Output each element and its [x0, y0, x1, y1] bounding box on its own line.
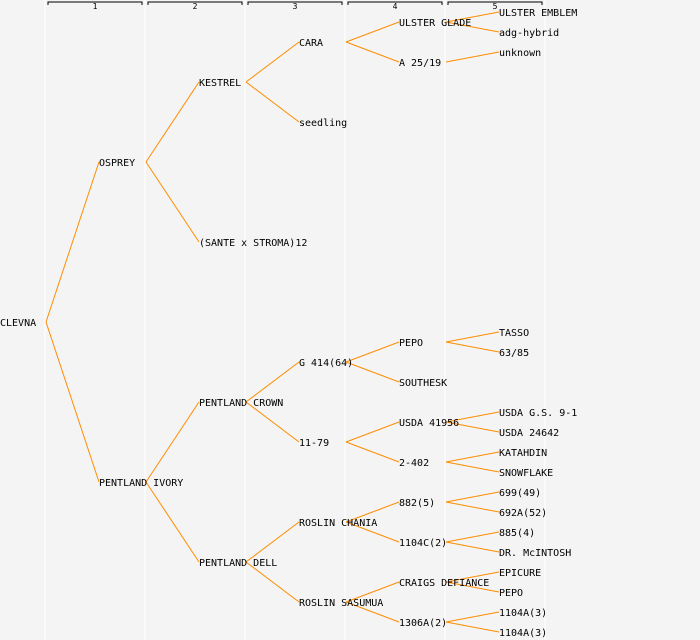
pedigree-node[interactable]: SNOWFLAKE — [499, 468, 553, 479]
pedigree-node[interactable]: ROSLIN SASUMUA — [299, 598, 383, 609]
pedigree-link — [245, 361, 300, 403]
pedigree-link — [445, 501, 500, 513]
generation-header: 3 — [293, 2, 298, 11]
pedigree-link — [445, 51, 500, 63]
pedigree-link — [445, 341, 500, 353]
pedigree-link — [445, 571, 500, 583]
pedigree-node[interactable]: KESTREL — [199, 78, 241, 89]
pedigree-link — [445, 21, 500, 33]
pedigree-node[interactable]: USDA G.S. 9-1 — [499, 408, 577, 419]
pedigree-link — [445, 531, 500, 543]
pedigree-link — [445, 611, 500, 623]
generation-bracket — [347, 1, 443, 5]
pedigree-node[interactable]: OSPREY — [99, 158, 135, 169]
pedigree-link — [345, 441, 400, 463]
pedigree-link — [445, 491, 500, 503]
pedigree-node[interactable]: 1104A(3) — [499, 608, 547, 619]
pedigree-link — [445, 621, 500, 633]
generation-bracket — [147, 1, 243, 5]
pedigree-link — [245, 561, 300, 603]
pedigree-node[interactable]: ULSTER GLADE — [399, 18, 471, 29]
pedigree-node[interactable]: TASSO — [499, 328, 529, 339]
generation-bracket — [247, 1, 343, 5]
generation-header: 5 — [493, 2, 498, 11]
pedigree-node[interactable]: PENTLAND IVORY — [99, 478, 183, 489]
pedigree-link — [445, 541, 500, 553]
generation-bracket — [47, 1, 143, 5]
pedigree-labels: CLEVNA OSPREY KESTREL CARA ULSTER GLADE ULSTE… — [0, 8, 577, 639]
pedigree-node[interactable]: PENTLAND DELL — [199, 558, 277, 569]
pedigree-node[interactable]: G 414(64) — [299, 358, 353, 369]
pedigree-link — [145, 401, 200, 483]
pedigree-node[interactable]: USDA 24642 — [499, 428, 559, 439]
pedigree-link — [445, 11, 500, 23]
generation-header: 2 — [193, 2, 198, 11]
pedigree-link — [245, 521, 300, 563]
pedigree-node[interactable]: PENTLAND CROWN — [199, 398, 283, 409]
pedigree-node[interactable]: 1306A(2) — [399, 618, 447, 629]
pedigree-node[interactable]: 885(4) — [499, 528, 535, 539]
pedigree-link — [445, 331, 500, 343]
pedigree-node[interactable]: USDA 41956 — [399, 418, 459, 429]
pedigree-link — [445, 451, 500, 463]
pedigree-node[interactable]: 63/85 — [499, 348, 529, 359]
pedigree-lines — [45, 11, 500, 633]
pedigree-link — [245, 401, 300, 443]
pedigree-node[interactable]: SOUTHESK — [399, 378, 447, 389]
pedigree-node[interactable]: 2-402 — [399, 458, 429, 469]
pedigree-link — [145, 81, 200, 163]
pedigree-node[interactable]: KATAHDIN — [499, 448, 547, 459]
pedigree-link — [245, 41, 300, 83]
generation-bracket — [447, 1, 543, 5]
pedigree-link — [345, 581, 400, 603]
pedigree-link — [445, 461, 500, 473]
pedigree-link — [345, 341, 400, 363]
pedigree-node[interactable]: EPICURE — [499, 568, 541, 579]
pedigree-node[interactable]: 1104C(2) — [399, 538, 447, 549]
pedigree-node[interactable]: 11-79 — [299, 438, 329, 449]
pedigree-link — [345, 521, 400, 543]
pedigree-node[interactable]: ULSTER EMBLEM — [499, 8, 577, 19]
pedigree-link — [445, 411, 500, 423]
pedigree-link — [345, 361, 400, 383]
pedigree-link — [145, 481, 200, 563]
pedigree-node[interactable]: 692A(52) — [499, 508, 547, 519]
pedigree-link — [345, 501, 400, 523]
pedigree-link — [345, 601, 400, 623]
generation-header: 4 — [393, 2, 398, 11]
pedigree-node[interactable]: DR. McINTOSH — [499, 548, 571, 559]
pedigree-link — [45, 321, 100, 483]
pedigree-node[interactable]: PEPO — [399, 338, 423, 349]
pedigree-link — [345, 421, 400, 443]
pedigree-link — [145, 161, 200, 243]
pedigree-node[interactable]: (SANTE x STROMA)12 — [199, 238, 307, 249]
pedigree-node[interactable]: CRAIGS DEFIANCE — [399, 578, 489, 589]
pedigree-link — [245, 81, 300, 123]
pedigree-link — [345, 41, 400, 63]
pedigree-link — [445, 421, 500, 433]
generation-columns: 1 2 3 4 5 — [44, 0, 546, 640]
pedigree-node[interactable]: adg-hybrid — [499, 28, 559, 39]
pedigree-node[interactable]: 1104A(3) — [499, 628, 547, 639]
pedigree-node[interactable]: PEPO — [499, 588, 523, 599]
pedigree-link — [45, 161, 100, 323]
pedigree-node[interactable]: 882(5) — [399, 498, 435, 509]
pedigree-node[interactable]: CLEVNA — [0, 318, 36, 329]
pedigree-link — [345, 21, 400, 43]
pedigree-node[interactable]: ROSLIN CHANIA — [299, 518, 377, 529]
pedigree-node[interactable]: unknown — [499, 48, 541, 59]
generation-header: 1 — [93, 2, 98, 11]
pedigree-node[interactable]: CARA — [299, 38, 323, 49]
pedigree-node[interactable]: A 25/19 — [399, 58, 441, 69]
pedigree-node[interactable]: seedling — [299, 118, 347, 129]
pedigree-node[interactable]: 699(49) — [499, 488, 541, 499]
pedigree-link — [445, 581, 500, 593]
